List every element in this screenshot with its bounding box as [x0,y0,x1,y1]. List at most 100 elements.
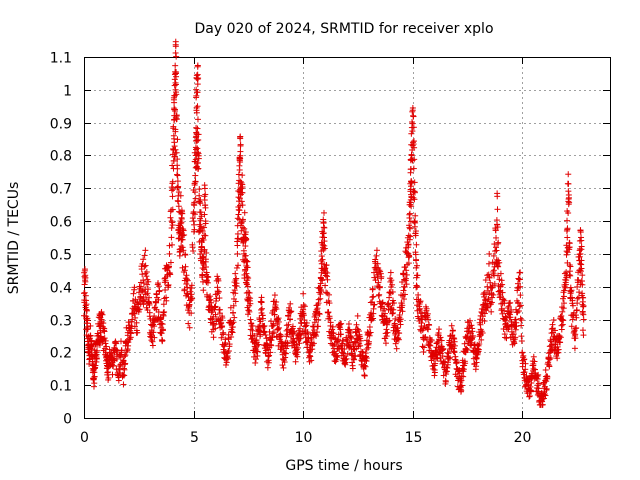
data-point [222,361,229,368]
data-point [100,320,107,327]
data-point [150,329,157,336]
data-point [194,145,201,152]
data-point [241,209,248,216]
data-point [194,125,201,132]
data-point [169,222,176,229]
data-point [172,81,179,88]
data-point [184,277,191,284]
data-point [196,192,203,199]
data-point [269,330,276,337]
data-point [517,315,524,322]
data-point [137,300,144,307]
x-tick-label: 20 [514,430,532,446]
data-point [192,178,199,185]
data-point [228,328,235,335]
data-point [215,288,222,295]
data-point [414,283,421,290]
data-point [218,334,225,341]
data-point [574,283,581,290]
data-point [239,172,246,179]
data-point [320,219,327,226]
data-point [185,320,192,327]
y-tick-label: 0.8 [50,149,72,165]
data-point [239,216,246,223]
data-point [194,149,201,156]
data-point [230,319,237,326]
data-point [134,329,141,336]
data-point [353,321,360,328]
data-point [201,196,208,203]
data-point [566,199,573,206]
data-point [149,342,156,349]
x-tick-label: 0 [80,430,89,446]
data-point [116,365,123,372]
data-point [258,299,265,306]
data-point [233,264,240,271]
data-point [144,281,151,288]
data-point [175,198,182,205]
data-point [119,371,126,378]
data-point [146,294,153,301]
data-point [172,49,179,56]
data-point [203,249,210,256]
data-point [349,365,356,372]
data-point [494,206,501,213]
data-point [565,180,572,187]
data-point [193,72,200,79]
data-point [287,300,294,307]
data-point [215,277,222,284]
data-point [222,339,229,346]
data-point [403,271,410,278]
data-point [204,279,211,286]
data-point [376,283,383,290]
data-point [171,153,178,160]
data-point [233,283,240,290]
data-point [393,345,400,352]
data-point [226,341,233,348]
data-point [194,89,201,96]
data-point [187,288,194,295]
data-point [577,268,584,275]
data-point [140,301,147,308]
data-point [169,193,176,200]
data-point [131,284,138,291]
y-tick-label: 0.2 [50,346,72,362]
data-point [162,277,169,284]
data-point [160,301,167,308]
y-tick-label: 0.6 [50,215,72,231]
y-axis: 0 0.1 0.2 0.3 0.4 0.5 0.6 0.7 0.8 0.9 1 1.1 [50,51,610,428]
data-point [122,360,129,367]
data-point [195,136,202,143]
data-point [320,224,327,231]
data-point [210,334,217,341]
data-point [161,308,168,315]
data-point [387,269,394,276]
data-point [169,241,176,248]
data-points [81,38,587,408]
data-point [354,312,361,319]
data-point [174,171,181,178]
data-point [235,211,242,218]
x-tick-label: 10 [295,430,313,446]
data-point [139,297,146,304]
data-point [170,132,177,139]
data-point [235,262,242,269]
data-point [118,338,125,345]
data-point [492,248,499,255]
data-point [136,289,143,296]
data-point [184,284,191,291]
data-point [197,209,204,216]
data-point [87,322,94,329]
data-point [383,326,390,333]
data-point [252,359,259,366]
data-point [168,218,175,225]
x-tick-label: 15 [405,430,423,446]
x-axis-title: GPS time / hours [285,458,402,474]
data-point [122,352,129,359]
data-point [174,162,181,169]
data-point [199,272,206,279]
y-tick-label: 0.9 [50,117,72,133]
data-point [507,299,514,306]
data-point [113,340,120,347]
data-point [564,225,571,232]
